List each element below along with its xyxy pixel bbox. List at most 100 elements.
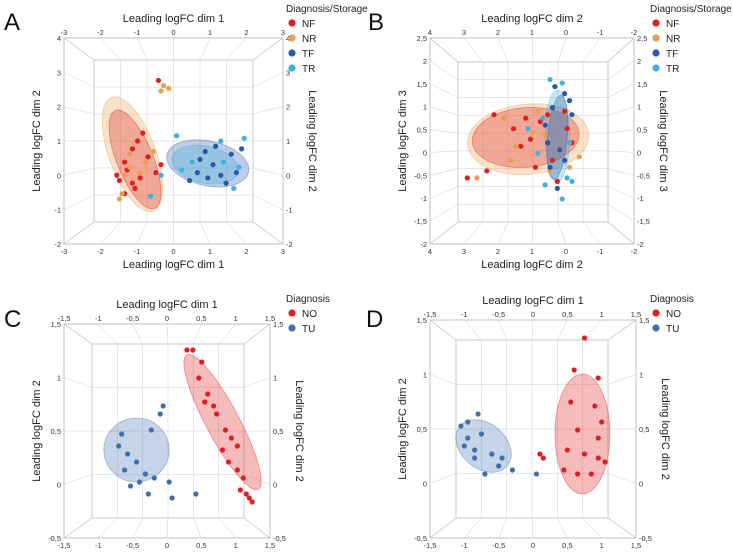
- top-tick-label: 1: [208, 28, 212, 37]
- right-tick-label: 1,5: [639, 316, 649, 325]
- panel-c: C-1,5 -1 -0,5 0 0,5 1 1,5-1,5 -1 -0,5 0 0,5 1 1,51,5…: [4, 294, 330, 554]
- grid-line: [607, 204, 635, 222]
- grid-line: [98, 517, 118, 539]
- right-tick-label: 1,5: [273, 320, 283, 329]
- grid-line: [582, 221, 601, 245]
- top-tick-label: -0,5: [126, 314, 139, 323]
- x-tick-label: -2: [631, 247, 638, 256]
- point-nf: [153, 170, 159, 176]
- x-tick-label: 1,5: [631, 541, 641, 550]
- top-axis-label: Leading logFC dim 1: [123, 13, 225, 25]
- grid-line: [607, 374, 637, 385]
- point-nf: [140, 130, 146, 136]
- point-nr: [116, 196, 122, 202]
- point-tu: [489, 451, 495, 457]
- grid-line: [429, 319, 457, 341]
- point-tu: [472, 447, 478, 453]
- point-nf: [137, 175, 143, 181]
- point-nr: [166, 85, 172, 91]
- point-tf: [562, 91, 568, 97]
- panel-letter: C: [4, 306, 21, 333]
- y-tick-label: 1,5: [417, 316, 427, 325]
- legend-marker: [652, 324, 660, 332]
- point-tu: [145, 491, 151, 497]
- y-tick-label: 2: [57, 103, 61, 112]
- point-nr: [142, 159, 148, 165]
- top-tick-label: -1,5: [58, 314, 71, 323]
- point-nr: [535, 108, 541, 114]
- grid-line: [607, 319, 637, 341]
- right-tick-label: 0: [273, 481, 277, 490]
- right-axis-label: Leading logFC dim 2: [659, 378, 671, 480]
- point-no: [537, 451, 543, 457]
- point-tf: [552, 83, 558, 90]
- point-nr: [542, 133, 548, 139]
- point-tu: [472, 455, 478, 461]
- point-nf: [549, 157, 556, 163]
- grid-line: [429, 83, 459, 98]
- right-tick-label: 1: [286, 137, 290, 146]
- point-tf: [566, 98, 573, 104]
- grid-line: [497, 37, 509, 63]
- legend-entry: TR: [302, 64, 315, 75]
- top-tick-label: 0,5: [562, 310, 572, 319]
- point-no: [595, 435, 601, 441]
- point-tu: [193, 491, 199, 497]
- y-tick-label: 4: [57, 34, 61, 43]
- point-nr: [137, 170, 143, 176]
- y-tick-label: -0,5: [414, 534, 427, 543]
- grid-line: [497, 221, 509, 245]
- y-tick-label: 1: [423, 103, 427, 112]
- point-nr: [530, 129, 536, 135]
- x-tick-label: 0: [564, 247, 568, 256]
- x-tick-label: -1,5: [58, 541, 71, 550]
- point-no: [225, 459, 232, 465]
- point-nf: [564, 126, 570, 132]
- point-tr: [174, 133, 180, 139]
- legend-entry: NR: [666, 34, 680, 45]
- point-no: [246, 495, 252, 501]
- right-axis-label: Leading logFC dim 2: [293, 380, 305, 482]
- x-tick-label: 1,5: [265, 541, 275, 550]
- point-tr: [559, 196, 565, 202]
- grid-line: [199, 221, 211, 245]
- top-tick-label: 0: [165, 314, 169, 323]
- point-no: [564, 447, 570, 453]
- grid-line: [100, 37, 121, 61]
- point-tu: [509, 467, 515, 473]
- point-nf: [532, 164, 539, 170]
- point-nf: [132, 185, 138, 191]
- grid-line: [166, 323, 169, 345]
- grid-line: [429, 168, 459, 176]
- top-axis-label: Leading logFC dim 1: [116, 299, 218, 311]
- point-tf: [194, 170, 200, 176]
- top-tick-label: -1: [134, 28, 141, 37]
- grid-line: [429, 221, 459, 245]
- point-tf: [197, 156, 203, 163]
- point-tf: [218, 172, 224, 178]
- x-tick-label: 0: [531, 541, 535, 550]
- point-nr: [119, 191, 125, 197]
- point-no: [243, 491, 249, 497]
- point-nf: [129, 180, 135, 186]
- top-tick-label: -2: [97, 28, 104, 37]
- grid-line: [199, 37, 211, 61]
- right-tick-label: 0,5: [639, 425, 649, 434]
- point-tr: [535, 150, 541, 156]
- point-no: [234, 443, 240, 449]
- top-tick-label: 0: [531, 310, 535, 319]
- y-tick-label: -1: [54, 206, 61, 215]
- y-axis-label: Leading logFC dim 2: [31, 380, 43, 482]
- grid-line: [531, 517, 534, 539]
- point-tf: [554, 185, 560, 191]
- point-tu: [169, 495, 175, 501]
- right-axis-label: Leading logFC dim 2: [306, 90, 318, 192]
- point-nf: [135, 138, 141, 144]
- panel-b: B4 3 2 1 0 -1 -24 3 2 1 0 -1 -22,521,510,50-0,5-1-1,…: [368, 4, 732, 271]
- grid-line: [63, 474, 93, 485]
- grid-line: [63, 167, 95, 176]
- grid-line: [252, 106, 284, 115]
- y-tick-label: 1,5: [51, 320, 61, 329]
- point-tu: [461, 443, 467, 449]
